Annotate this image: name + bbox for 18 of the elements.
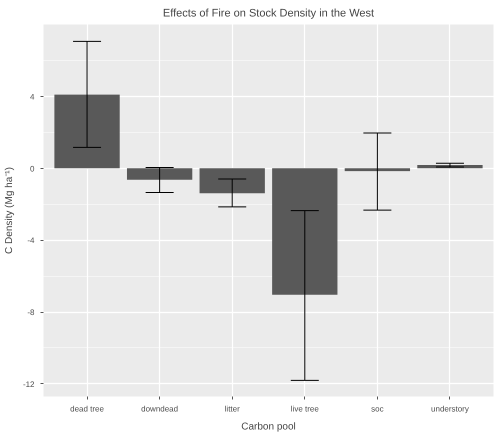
x-tick-label: understory (431, 404, 469, 414)
y-tick-label: 0 (30, 164, 36, 174)
x-tick-label: dead tree (70, 404, 104, 414)
x-tick-label: live tree (290, 404, 320, 414)
x-tick-label: litter (224, 404, 240, 414)
bar (272, 168, 338, 295)
y-tick-label: -8 (27, 308, 36, 318)
x-axis-title: Carbon pool (241, 422, 296, 432)
chart-title: Effects of Fire on Stock Density in the West (162, 8, 374, 20)
y-tick-label: -12 (22, 380, 36, 389)
x-tick-label: soc (371, 404, 384, 414)
x-tick-label: downdead (141, 404, 178, 414)
y-tick-label: 4 (30, 92, 36, 102)
bar (200, 168, 265, 194)
bar (54, 94, 120, 168)
y-axis-title: C Density (Mg ha⁻¹) (4, 167, 15, 254)
bar (126, 168, 192, 180)
y-tick-label: -4 (27, 236, 36, 246)
